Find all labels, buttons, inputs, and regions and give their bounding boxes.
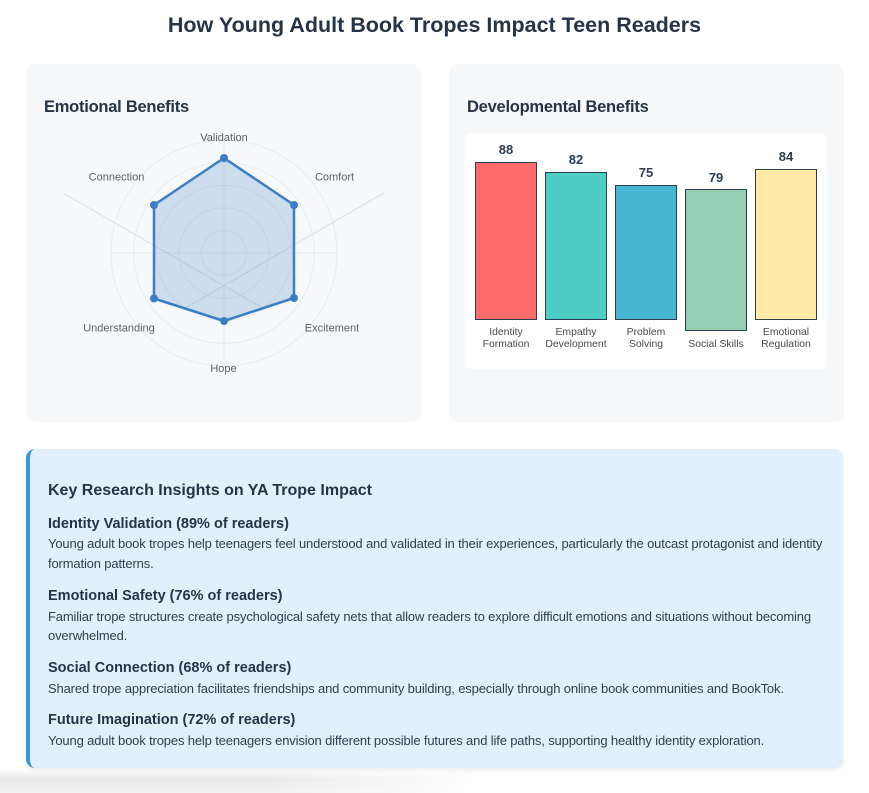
svg-text:Hope: Hope — [210, 363, 236, 375]
svg-text:Understanding: Understanding — [83, 323, 155, 335]
svg-text:Comfort: Comfort — [315, 172, 354, 184]
svg-text:Excitement: Excitement — [305, 323, 359, 335]
svg-text:Validation: Validation — [200, 132, 248, 144]
svg-text:Connection: Connection — [89, 172, 145, 184]
